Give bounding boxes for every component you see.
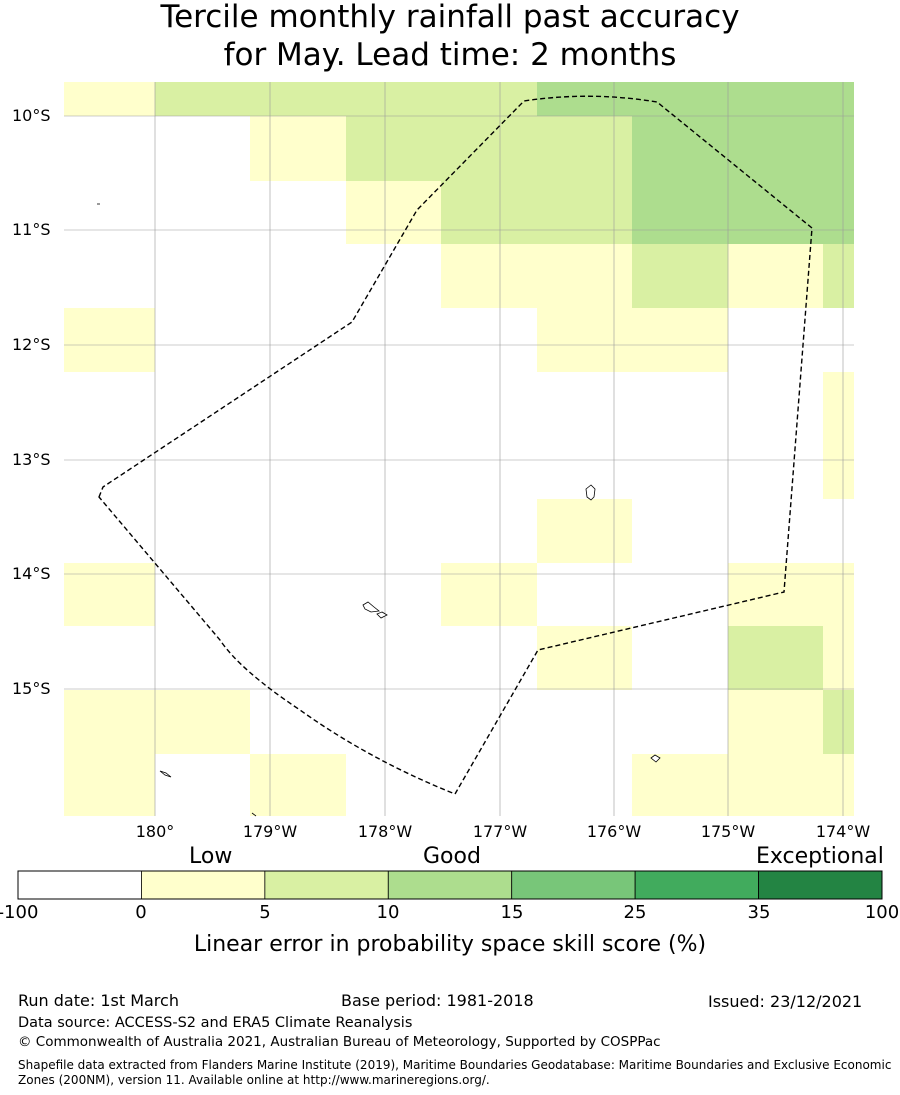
grid-cell [155,82,537,116]
grid-cell [537,626,632,690]
island-shape [650,754,661,763]
colorbar-tick: 100 [864,902,900,923]
colorbar-bin [511,870,636,900]
grid-cell [346,116,632,181]
lon-label: 174°W [815,822,871,841]
colorbar-category-exceptional: Exceptional [756,844,884,869]
grid-cell [537,82,854,116]
colorbar-bin [634,870,759,900]
lon-label: 177°W [472,822,528,841]
colorbar-bin [758,870,883,900]
island-shape [251,812,257,817]
grid-cell [823,626,854,690]
colorbar-tick: 15 [500,902,524,923]
lat-label: 12°S [12,335,51,354]
grid-cell [441,244,632,308]
map-title-line-1: Tercile monthly rainfall past accuracy [160,0,740,35]
base-period: Base period: 1981-2018 [341,991,534,1010]
grid-cell [441,181,632,244]
grid-cell [64,754,155,816]
grid-cell [728,626,823,690]
run-date: Run date: 1st March [18,991,179,1010]
grid-cell [823,690,854,754]
grid-cell [64,308,155,372]
grid-cell [728,244,823,308]
shapefile-credit: Shapefile data extracted from Flanders M… [18,1058,892,1087]
colorbar-bin [264,870,389,900]
map-area [64,82,854,817]
island-shape [362,601,380,613]
grid-cell [632,244,728,308]
colorbar-label: Linear error in probability space skill … [193,932,707,957]
lat-label: 13°S [12,450,51,469]
lon-label: 176°W [586,822,642,841]
copyright: © Commonwealth of Australia 2021, Austra… [18,1034,661,1050]
issued-date: Issued: 23/12/2021 [708,992,863,1011]
grid-cell [728,563,854,626]
grid-cell [64,563,155,626]
eez-boundary [98,95,813,795]
colorbar-tick: 5 [259,902,271,923]
lon-label: 175°W [700,822,756,841]
colorbar-category-low: Low [189,844,233,869]
grid-cell [823,372,854,499]
lon-label: 180° [135,822,175,841]
colorbar-tick: 0 [135,902,147,923]
colorbar-category-good: Good [423,844,481,869]
grid-cell [823,244,854,308]
lon-label: 179°W [242,822,298,841]
colorbar [17,870,883,900]
skill-grid [64,82,854,816]
colorbar-tick: 25 [623,902,647,923]
grid-cell [728,690,823,754]
grid-cell [250,116,346,181]
grid-cell [632,181,854,244]
grid-cell [64,82,155,116]
grid-cell [537,308,728,372]
colorbar-bin [387,870,513,900]
data-source: Data source: ACCESS-S2 and ERA5 Climate … [18,1015,413,1031]
colorbar-tick: 35 [747,902,771,923]
grid-cell [64,690,250,754]
lat-label: 14°S [12,564,51,583]
island-shape [376,611,388,619]
lat-label: 11°S [12,220,51,239]
grid-cell [441,563,537,626]
colorbar-tick: -100 [0,902,39,923]
grid-cell [346,181,441,244]
colorbar-tick: 10 [376,902,400,923]
lon-label: 178°W [357,822,413,841]
map-title-line-2: for May. Lead time: 2 months [223,37,677,73]
colorbar-bin [141,870,266,900]
colorbar-bin [17,870,142,900]
island-shape [585,484,596,501]
lat-label: 10°S [12,106,51,125]
lat-label: 15°S [12,679,51,698]
islands [97,203,661,817]
island-shape [159,770,172,778]
grid-cell [632,754,854,816]
grid-cell [537,499,632,563]
graticule [64,82,854,816]
grid-cell [250,754,346,816]
grid-cell [632,116,854,181]
